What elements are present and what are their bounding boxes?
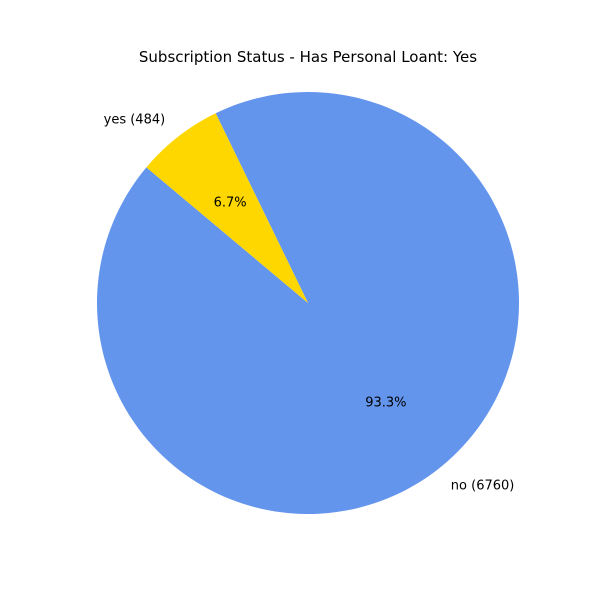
pie-outer-label-no: no (6760) bbox=[451, 478, 515, 493]
pie-outer-label-yes: yes (484) bbox=[104, 113, 166, 128]
pie-slice-yes bbox=[146, 113, 308, 304]
pie-percent-label-yes: 6.7% bbox=[214, 196, 247, 211]
pie-slice-no bbox=[97, 91, 519, 514]
chart-title: Subscription Status - Has Personal Loant… bbox=[138, 48, 478, 66]
pie-percent-label-no: 93.3% bbox=[365, 395, 406, 410]
